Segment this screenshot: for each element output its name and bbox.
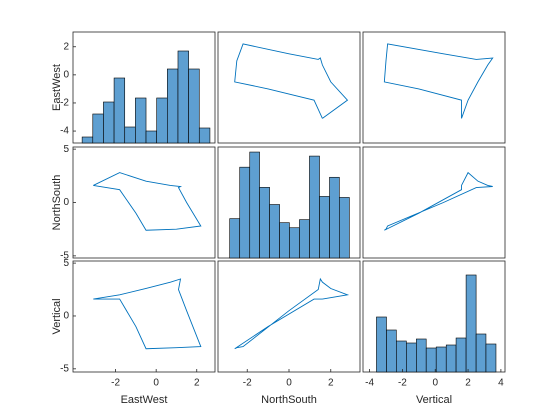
hist-bar [435, 346, 447, 373]
panel [217, 260, 361, 373]
hist-bar [309, 155, 320, 259]
hist-bar [406, 342, 417, 373]
x-axis-label: NorthSouth [261, 394, 317, 406]
x-tick-label: -2 [398, 378, 407, 389]
hist-bar [386, 329, 397, 373]
hist-bar [135, 97, 147, 144]
hist-bar [445, 344, 457, 373]
panel [362, 146, 506, 259]
hist-bar [249, 151, 260, 259]
y-axis-label: Vertical [51, 298, 63, 334]
hist-bar [425, 347, 437, 373]
x-tick-label: -4 [365, 378, 374, 389]
y-tick-label: 0 [63, 69, 69, 80]
x-tick-label: 4 [498, 378, 504, 389]
x-tick-label: 0 [286, 378, 292, 389]
panel [72, 260, 216, 373]
trajectory [383, 43, 494, 119]
hist-bar [229, 218, 241, 259]
panel [217, 31, 361, 144]
hist-bar [465, 274, 477, 373]
y-tick-label: 0 [63, 311, 69, 322]
hist-bar [455, 337, 467, 373]
trajectory [234, 277, 350, 350]
hist-bar [339, 197, 350, 259]
hist-bar [177, 50, 189, 144]
x-tick-label: 0 [432, 378, 438, 389]
y-tick-label: -2 [60, 98, 69, 109]
hist-bar [376, 316, 387, 373]
x-tick-label: 2 [194, 378, 200, 389]
hist-bar [81, 136, 94, 144]
x-tick-label: 2 [465, 378, 471, 389]
y-tick-label: 5 [63, 144, 69, 155]
x-axis-label: EastWest [121, 394, 168, 406]
hist-bar [329, 176, 340, 259]
hist-bar [289, 227, 300, 259]
x-tick-label: -2 [243, 378, 252, 389]
hist-bar [396, 340, 407, 373]
hist-bar [475, 333, 487, 373]
y-tick-label: -5 [60, 363, 69, 374]
hist-bar [259, 187, 270, 259]
trajectory [93, 278, 202, 350]
hist-bar [198, 127, 211, 144]
panel [72, 146, 216, 259]
hist-bar [416, 338, 427, 373]
x-tick-label: -2 [111, 378, 120, 389]
x-tick-label: 2 [328, 378, 334, 389]
hist-bar [485, 343, 497, 373]
hist-bar [103, 101, 115, 144]
hist-bar [113, 77, 126, 144]
hist-bar [319, 196, 330, 259]
y-axis-label: NorthSouth [51, 175, 63, 231]
y-tick-label: -4 [60, 126, 69, 137]
hist-bar [124, 126, 136, 144]
hist-bar [279, 222, 290, 259]
hist-bar [92, 113, 104, 144]
trajectory [93, 172, 202, 231]
hist-bar [299, 219, 310, 259]
panel [362, 31, 506, 144]
hist-bar [156, 97, 168, 144]
trajectory [234, 43, 349, 119]
y-tick-label: 2 [63, 41, 69, 52]
x-tick-label: 0 [153, 378, 159, 389]
y-tick-label: -5 [60, 251, 69, 262]
hist-bar [269, 204, 280, 259]
trajectory [384, 171, 493, 231]
hist-bar [239, 166, 251, 259]
y-axis-label: EastWest [51, 64, 63, 111]
hist-bar [167, 68, 179, 144]
x-axis-label: Vertical [416, 394, 452, 406]
hist-bar [188, 68, 200, 144]
y-tick-label: 0 [63, 197, 69, 208]
hist-bar [145, 130, 157, 144]
y-tick-label: 5 [63, 258, 69, 269]
